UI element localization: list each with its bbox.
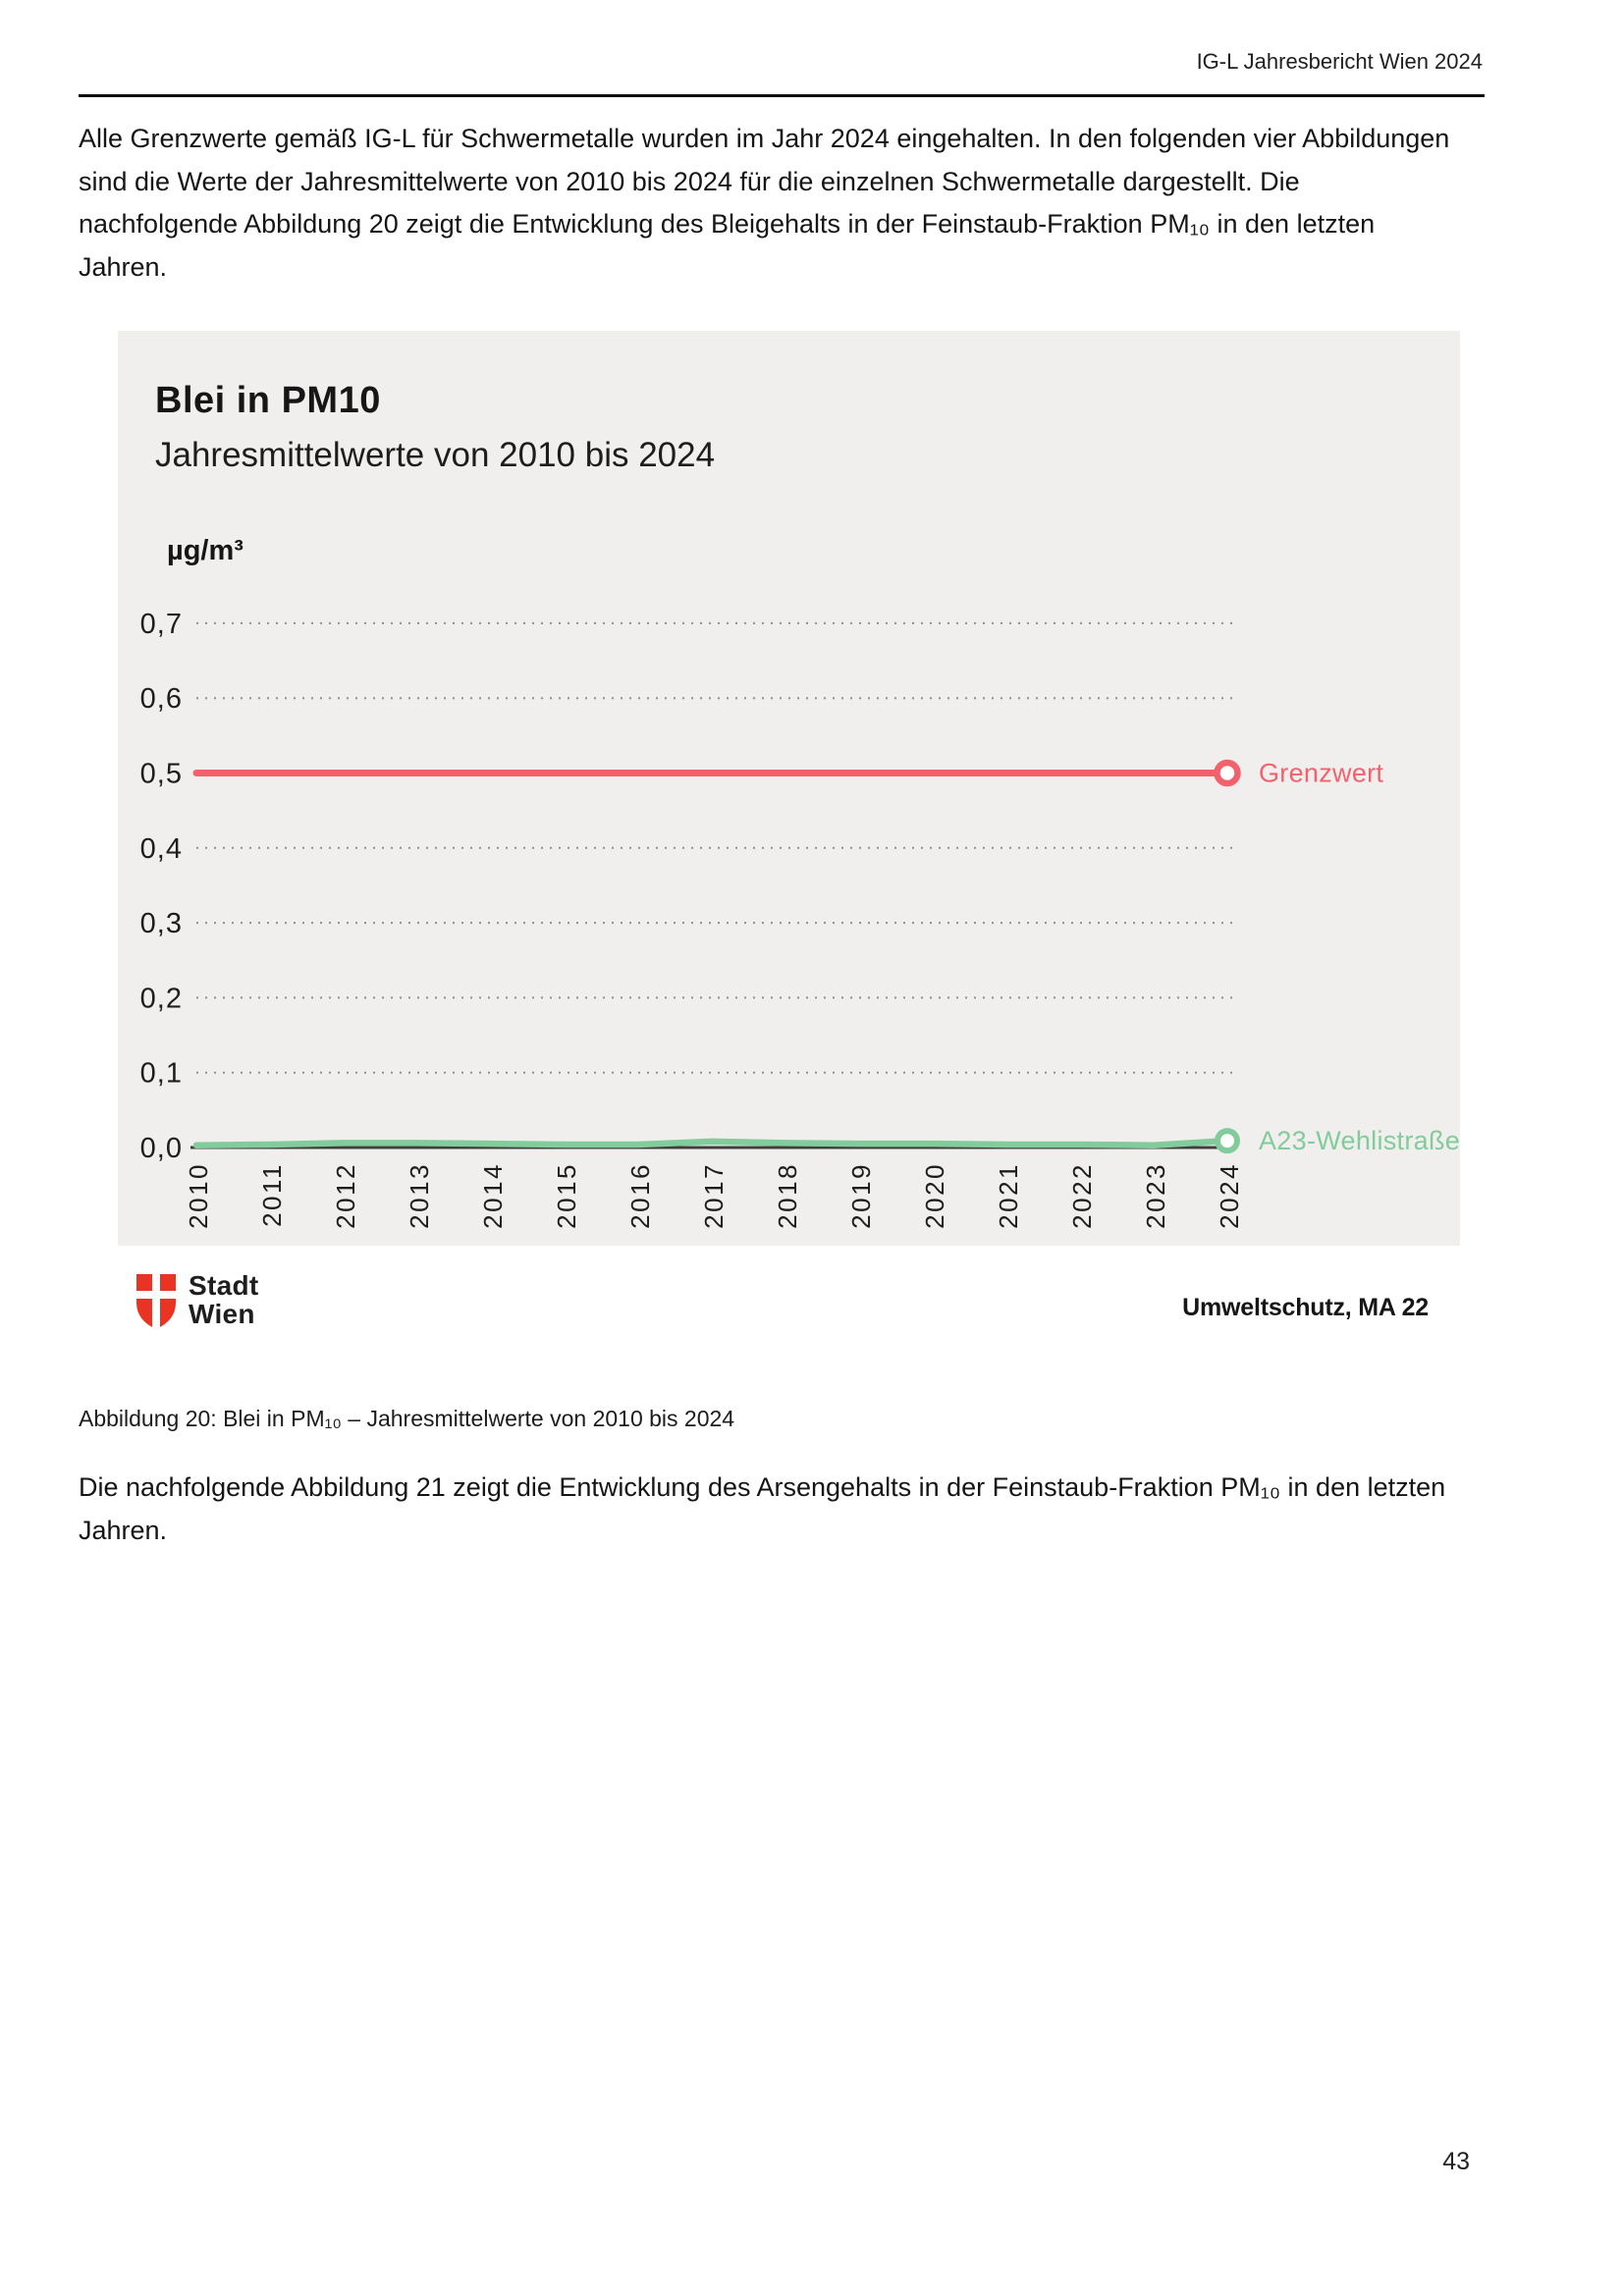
x-tick-label: 2019 <box>846 1162 876 1229</box>
figure-title: Blei in PM10 <box>155 380 381 421</box>
logo-wordmark: Stadt Wien <box>189 1271 259 1328</box>
station-end-marker <box>1215 1128 1240 1154</box>
line-chart: 0,0 0,1 0,2 0,3 0,4 0,5 0,6 0,7 Grenzwert A23-Weh… <box>140 609 1460 1229</box>
logo-line-1: Stadt <box>189 1270 259 1301</box>
limit-end-marker <box>1214 759 1241 787</box>
page-number: 43 <box>1442 2148 1470 2175</box>
x-tick-label: 2014 <box>478 1162 508 1229</box>
figure-subtitle: Jahresmittelwerte von 2010 bis 2024 <box>155 436 716 474</box>
next-paragraph: Die nachfolgende Abbildung 21 zeigt die … <box>79 1472 1446 1545</box>
header-report-title: IG-L Jahresbericht Wien 2024 <box>1196 49 1483 74</box>
intro-paragraph: Alle Grenzwerte gemäß IG-L für Schwermet… <box>79 124 1450 282</box>
y-tick-label: 0,5 <box>140 759 183 790</box>
y-tick-label: 0,7 <box>140 609 183 640</box>
x-tick-label: 2020 <box>920 1162 949 1229</box>
figure-panel: Blei in PM10 Jahresmittelwerte von 2010 … <box>118 331 1460 1246</box>
y-tick-label: 0,3 <box>140 908 183 939</box>
x-tick-label: 2010 <box>184 1162 213 1229</box>
x-tick-label: 2013 <box>405 1162 434 1229</box>
x-tick-label: 2012 <box>331 1162 360 1229</box>
limit-legend-label: Grenzwert <box>1259 759 1383 788</box>
x-tick-label: 2017 <box>699 1162 729 1229</box>
x-tick-label: 2021 <box>994 1162 1023 1229</box>
station-line <box>192 1137 1231 1148</box>
wien-shield-icon <box>136 1274 176 1329</box>
x-tick-label: 2018 <box>773 1162 802 1229</box>
stadt-wien-logo: Stadt Wien <box>135 1271 391 1334</box>
x-tick-label: 2024 <box>1215 1162 1244 1229</box>
x-tick-label: 2023 <box>1141 1162 1170 1229</box>
x-tick-label: 2022 <box>1067 1162 1097 1229</box>
x-tick-label: 2015 <box>552 1162 581 1229</box>
y-tick-label: 0,4 <box>140 833 183 865</box>
x-tick-label: 2016 <box>625 1162 655 1229</box>
y-tick-label: 0,6 <box>140 683 183 715</box>
y-tick-label: 0,0 <box>140 1133 183 1164</box>
figure-caption: Abbildung 20: Blei in PM₁₀ – Jahresmitte… <box>79 1406 735 1431</box>
figure-credit: Umweltschutz, MA 22 <box>1182 1294 1429 1321</box>
y-axis-unit-label: µg/m³ <box>167 535 243 566</box>
header-rule <box>79 94 1485 97</box>
station-legend-label: A23-Wehlistraße <box>1259 1126 1460 1155</box>
logo-line-2: Wien <box>189 1299 255 1329</box>
y-tick-label: 0,2 <box>140 983 183 1014</box>
y-tick-label: 0,1 <box>140 1058 183 1090</box>
x-tick-label: 2011 <box>257 1162 287 1227</box>
